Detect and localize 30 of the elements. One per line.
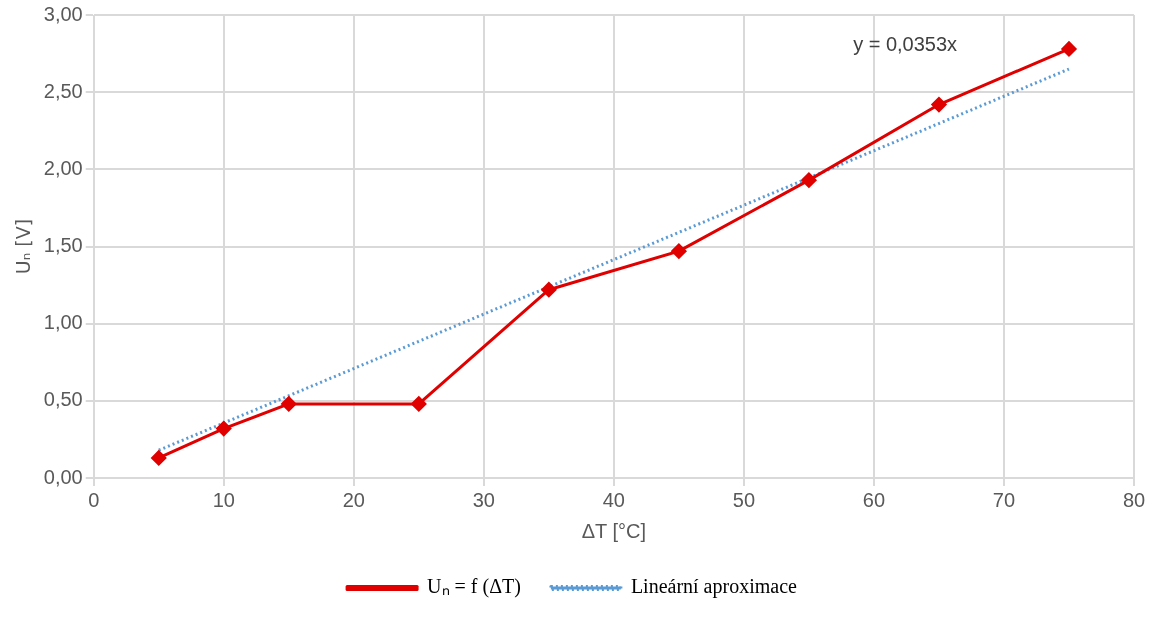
y-tick-label: 0,00 — [43, 465, 83, 488]
y-tick-label: 1,00 — [43, 311, 83, 334]
x-tick-label: 10 — [212, 488, 235, 511]
point — [281, 396, 297, 412]
y-tick-label: 1,50 — [43, 234, 83, 257]
point — [931, 97, 947, 113]
x-tick-label: 30 — [472, 488, 495, 511]
point — [411, 396, 427, 412]
x-tick-label: 70 — [992, 488, 1016, 511]
point — [216, 421, 232, 437]
y-tick-label: 0,50 — [43, 388, 83, 411]
x-tick-label: 50 — [732, 488, 756, 511]
legend-label: Lineární aproximace — [630, 575, 798, 599]
point — [1061, 41, 1077, 57]
point — [801, 172, 817, 188]
y-tick-label: 3,00 — [43, 2, 83, 25]
legend-label: Uₙ = f (ΔT) — [427, 575, 521, 599]
point — [541, 282, 557, 298]
x-tick-label: 0 — [88, 488, 100, 511]
y-tick-label: 2,00 — [43, 156, 83, 179]
y-axis-title: Uₙ [V] — [12, 218, 35, 275]
x-tick-label: 80 — [1122, 488, 1146, 511]
x-tick-label: 20 — [342, 488, 365, 511]
point — [671, 243, 687, 259]
annotation: y = 0,0353x — [853, 32, 958, 55]
x-tick-label: 60 — [862, 488, 886, 511]
y-tick-label: 2,50 — [43, 79, 83, 102]
x-axis-title: ΔT [°C] — [581, 519, 647, 542]
point — [151, 450, 167, 466]
x-tick-label: 40 — [602, 488, 625, 511]
